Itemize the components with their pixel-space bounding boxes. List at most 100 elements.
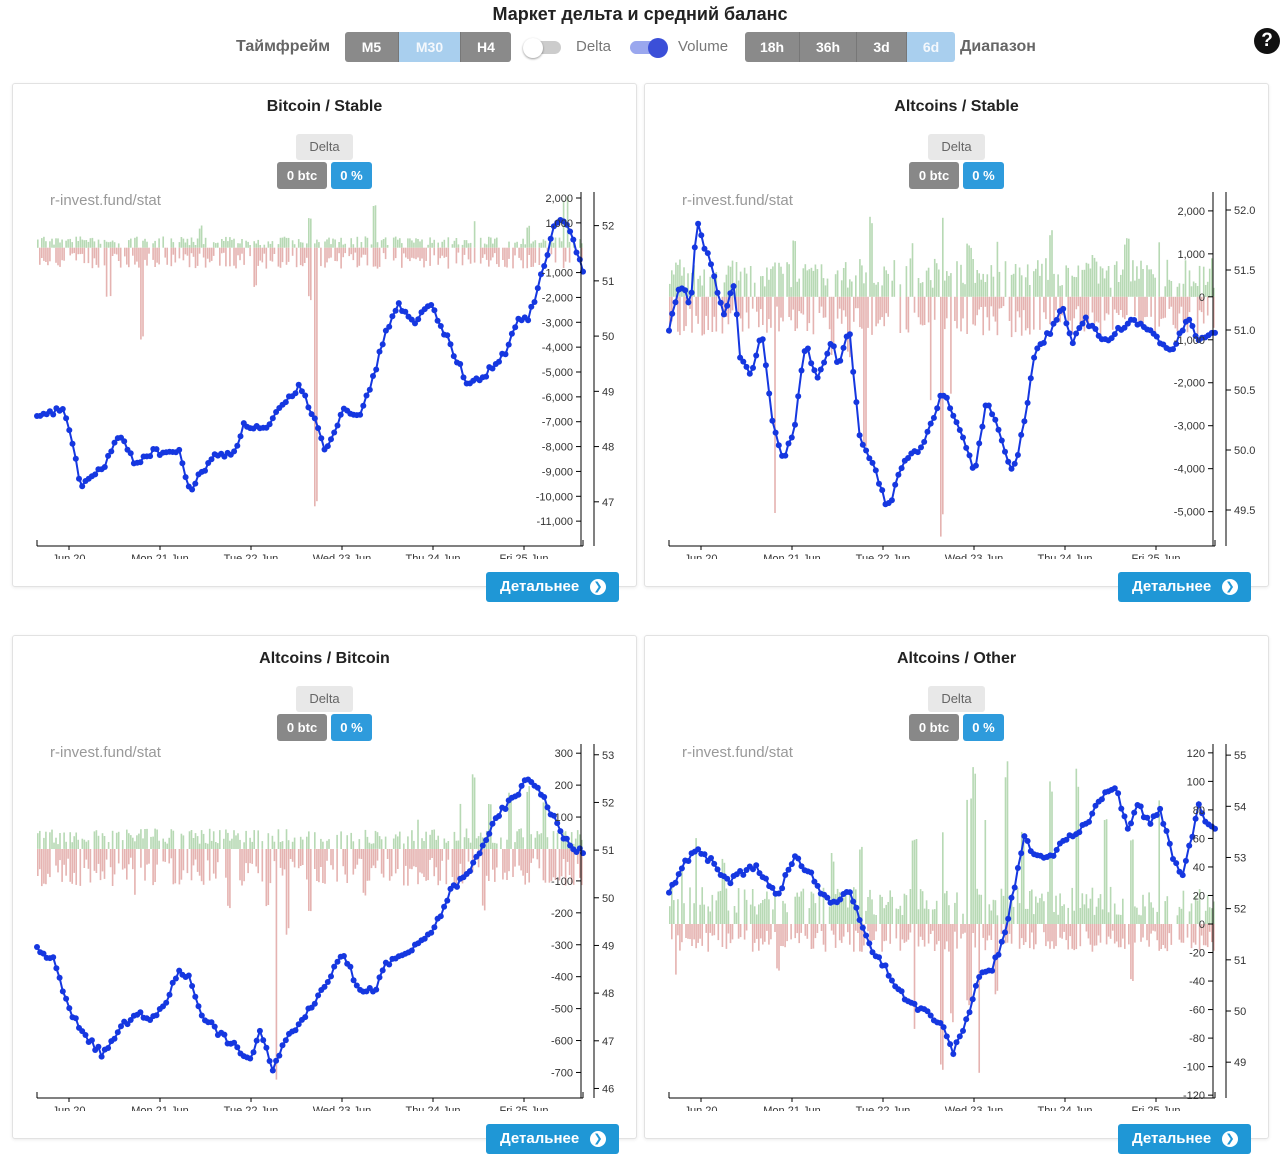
delta-bar-negative [358, 247, 361, 266]
balance-axis-label: 52.0 [1234, 205, 1255, 217]
delta-bar-negative [95, 247, 98, 265]
detail-button[interactable]: Детальнее ❯ [1118, 1124, 1251, 1154]
delta-bar-positive [453, 831, 456, 849]
delta-bar-negative [504, 849, 506, 873]
delta-bar-negative [445, 849, 448, 885]
delta-bar-positive [1097, 283, 1100, 297]
delta-bar-negative [764, 924, 766, 942]
delta-bar-negative [542, 849, 545, 881]
delta-tag[interactable]: Delta [296, 686, 353, 712]
delta-bar-positive [483, 243, 486, 248]
delta-bar-positive [1059, 893, 1061, 924]
balance-point [444, 332, 451, 339]
balance-point [998, 437, 1005, 444]
delta-bar-negative [1067, 296, 1070, 322]
range-6d[interactable]: 6d [907, 32, 955, 62]
delta-bar-positive [267, 833, 270, 849]
balance-point [331, 963, 338, 970]
delta-bar-positive [128, 240, 130, 248]
delta-bar-positive [849, 894, 851, 924]
delta-bar-negative [39, 247, 41, 265]
delta-bar-positive [1079, 908, 1082, 924]
balance-point [918, 444, 924, 451]
delta-bar-positive [59, 833, 61, 849]
delta-bar-positive [455, 840, 458, 849]
delta-bar-negative [1033, 924, 1035, 950]
range-18h[interactable]: 18h [745, 32, 800, 62]
timeframe-m5[interactable]: M5 [345, 32, 399, 62]
delta-tag[interactable]: Delta [928, 686, 985, 712]
delta-bar-negative [59, 247, 61, 267]
delta-bar-negative [243, 849, 245, 882]
delta-bar-negative [498, 247, 500, 267]
delta-bar-positive [87, 840, 90, 849]
balance-point [756, 870, 763, 877]
page-title: Маркет дельта и средний баланс [492, 4, 788, 24]
delta-bar-positive [202, 244, 205, 248]
delta-bar-positive [1211, 908, 1213, 924]
delta-bar-positive [1130, 840, 1132, 924]
x-tick-label: Fri 25 Jun [1132, 553, 1181, 559]
delta-bar-negative [881, 924, 883, 952]
detail-button[interactable]: Детальнее ❯ [1118, 572, 1251, 602]
delta-bar-positive [851, 281, 853, 297]
help-icon[interactable]: ? [1254, 28, 1280, 54]
delta-bar-negative [978, 924, 981, 1073]
delta-bar-negative [940, 296, 942, 537]
delta-bar-negative [415, 247, 417, 260]
delta-bar-positive [180, 237, 183, 248]
detail-button[interactable]: Детальнее ❯ [486, 1124, 619, 1154]
delta-bar-negative [453, 849, 456, 883]
delta-bar-negative [295, 247, 298, 268]
balance-point [1050, 852, 1057, 859]
delta-bar-positive [1109, 287, 1112, 297]
delta-bar-negative [913, 296, 916, 313]
delta-bar-negative [488, 247, 490, 267]
delta-bar-negative [287, 247, 290, 262]
delta-bar-negative [320, 849, 322, 867]
delta-bar-positive [1140, 915, 1142, 924]
delta-bar-positive [217, 242, 219, 248]
delta-bar-negative [117, 247, 120, 261]
balance-point [447, 341, 454, 348]
delta-bar-positive [231, 838, 233, 849]
delta-bar-negative [697, 924, 699, 943]
delta-bar-positive [749, 904, 752, 924]
btc-badge: 0 btc [277, 714, 327, 741]
delta-tag[interactable]: Delta [928, 134, 985, 160]
range-3d[interactable]: 3d [857, 32, 907, 62]
delta-bar-negative [221, 247, 223, 254]
delta-bar-negative [382, 247, 385, 254]
delta-bar-positive [675, 262, 677, 297]
delta-bar-negative [812, 296, 815, 335]
delta-bar-negative [1107, 296, 1110, 315]
delta-tag[interactable]: Delta [296, 134, 353, 160]
delta-toggle[interactable] [523, 38, 563, 58]
balance-point [295, 1021, 302, 1028]
delta-bar-positive [1166, 896, 1169, 924]
delta-bar-positive [532, 241, 535, 248]
delta-bar-negative [550, 247, 553, 255]
volume-toggle[interactable] [628, 38, 668, 58]
delta-bar-negative [461, 247, 464, 266]
timeframe-m30[interactable]: M30 [399, 32, 461, 62]
delta-bar-negative [824, 924, 827, 952]
delta-bar-negative [206, 849, 209, 861]
balance-point [389, 313, 396, 320]
delta-bar-positive [1152, 907, 1154, 924]
balance-point [888, 497, 895, 504]
delta-bar-positive [421, 838, 423, 849]
balance-point [534, 285, 541, 292]
delta-bar-positive [764, 286, 766, 297]
delta-bar-positive [368, 842, 371, 849]
timeframe-h4[interactable]: H4 [461, 32, 511, 62]
delta-axis-label: -600 [551, 1036, 573, 1048]
delta-bar-negative [739, 296, 742, 319]
detail-button[interactable]: Детальнее ❯ [486, 572, 619, 602]
delta-bar-negative [421, 849, 423, 874]
balance-point [273, 409, 280, 415]
range-36h[interactable]: 36h [800, 32, 857, 62]
delta-bar-positive [1170, 281, 1173, 297]
delta-bar-negative [548, 849, 551, 883]
balance-point [567, 228, 574, 235]
